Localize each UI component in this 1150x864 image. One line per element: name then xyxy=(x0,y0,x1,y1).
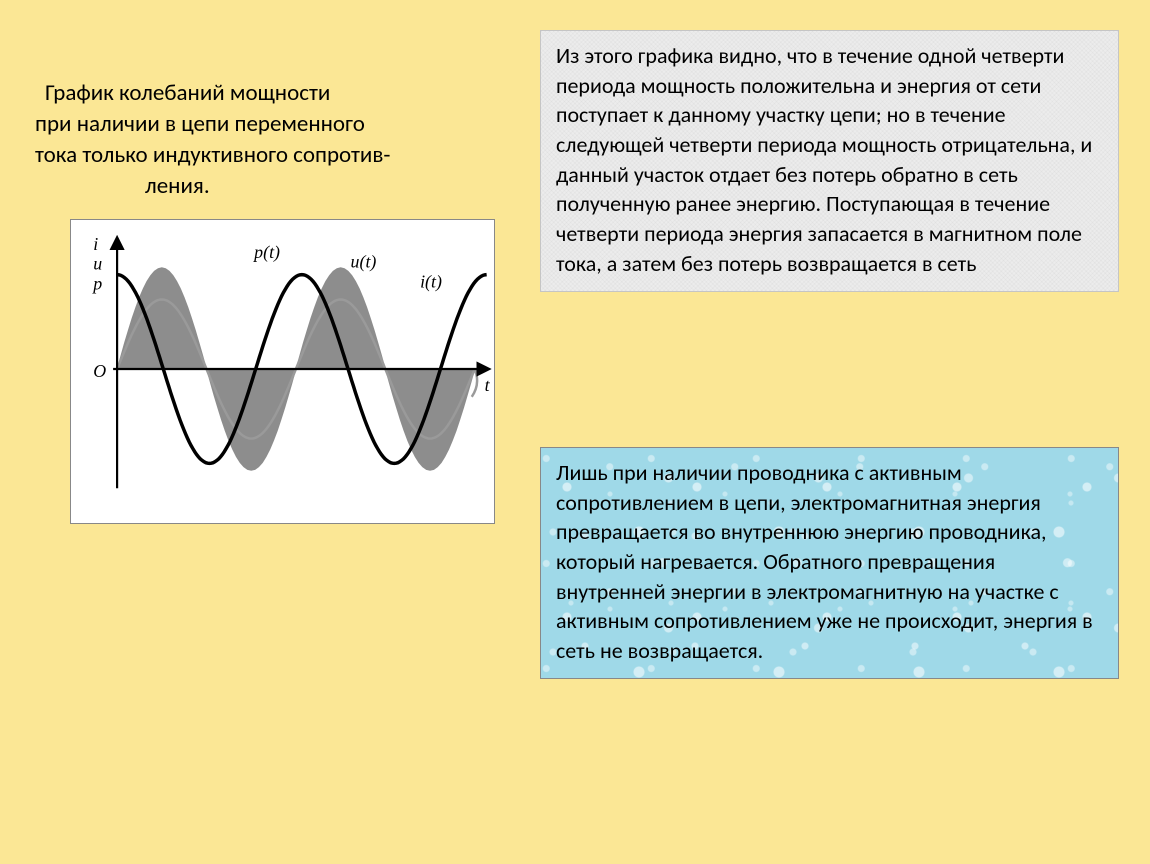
svg-text:i(t): i(t) xyxy=(420,272,442,293)
svg-text:u: u xyxy=(93,254,102,274)
explanation-box-2: Лишь при наличии проводника с активным с… xyxy=(540,447,1119,679)
explanation-box-1: Из этого графика видно, что в течение од… xyxy=(540,30,1119,292)
slide-title: График колебаний мощности при наличии в … xyxy=(35,78,495,202)
svg-text:O: O xyxy=(93,361,106,381)
svg-text:t: t xyxy=(485,375,491,395)
title-line-1: График колебаний мощности xyxy=(45,78,495,109)
svg-text:i: i xyxy=(93,234,98,254)
svg-text:p: p xyxy=(91,274,102,294)
box2-text: Лишь при наличии проводника с активным с… xyxy=(556,459,1093,664)
title-line-3: тока только индуктивного сопротив- xyxy=(35,140,495,171)
chart-svg: iup Ot p(t) u(t) i(t) xyxy=(71,220,494,523)
svg-text:u(t): u(t) xyxy=(351,252,377,273)
power-oscillation-chart: iup Ot p(t) u(t) i(t) xyxy=(70,219,495,524)
svg-text:p(t): p(t) xyxy=(252,242,280,263)
title-line-4: ления. xyxy=(145,171,495,202)
title-line-2: при наличии в цепи переменного xyxy=(35,109,495,140)
box1-text: Из этого графика видно, что в течение од… xyxy=(556,42,1092,277)
